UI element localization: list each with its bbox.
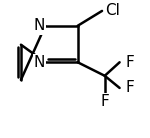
Text: F: F — [125, 55, 134, 70]
Text: N: N — [34, 55, 45, 70]
Text: N: N — [34, 18, 45, 33]
Text: F: F — [100, 94, 109, 109]
Text: F: F — [125, 80, 134, 95]
Text: Cl: Cl — [105, 3, 120, 18]
